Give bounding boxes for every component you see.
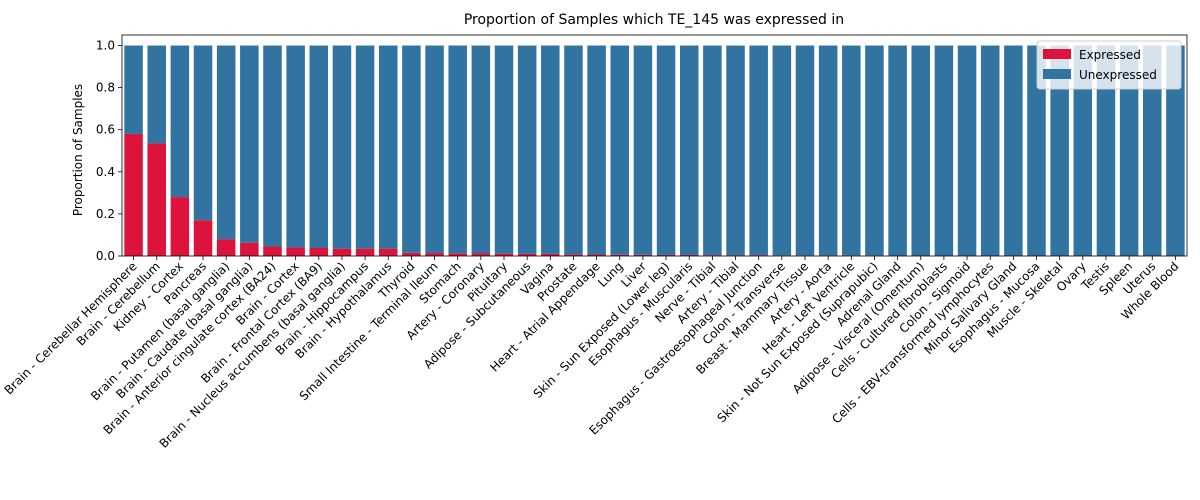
- bar-expressed-12: [402, 252, 421, 256]
- bar-unexpressed-20: [587, 45, 606, 255]
- bar-expressed-17: [517, 253, 537, 256]
- plot-area: [121, 34, 1188, 257]
- bar-unexpressed-28: [772, 45, 792, 256]
- y-axis: 0.0 0.2 0.4 0.6 0.8 1.0: [96, 39, 122, 263]
- bar-unexpressed-35: [934, 45, 954, 256]
- bar-unexpressed-26: [726, 45, 745, 256]
- bar-expressed-2: [170, 197, 190, 256]
- bar-unexpressed-2: [170, 45, 190, 198]
- bar-unexpressed-16: [494, 45, 514, 254]
- bar-expressed-27: [749, 255, 768, 256]
- bar-unexpressed-44: [1143, 45, 1162, 256]
- bar-unexpressed-45: [1166, 45, 1185, 256]
- bar-expressed-18: [541, 253, 560, 256]
- bar-unexpressed-43: [1119, 45, 1139, 256]
- bar-unexpressed-34: [911, 45, 931, 256]
- y-axis-label: Proportion of Samples: [71, 84, 85, 216]
- bar-unexpressed-19: [564, 45, 583, 255]
- bar-unexpressed-18: [541, 45, 560, 254]
- bar-expressed-1: [147, 143, 166, 256]
- legend-label-expressed: Expressed: [1079, 48, 1141, 62]
- bar-expressed-9: [332, 248, 352, 256]
- bar-unexpressed-25: [703, 45, 722, 256]
- bar-expressed-5: [240, 242, 259, 256]
- bar-expressed-20: [587, 254, 606, 256]
- bar-unexpressed-24: [679, 45, 699, 255]
- bar-unexpressed-36: [957, 45, 977, 256]
- bar-expressed-15: [471, 253, 491, 256]
- bar-unexpressed-30: [818, 45, 838, 256]
- bar-expressed-14: [448, 253, 467, 256]
- bar-expressed-6: [263, 246, 282, 256]
- bar-unexpressed-8: [309, 45, 329, 248]
- bar-expressed-22: [633, 254, 653, 256]
- bar-unexpressed-10: [355, 45, 375, 249]
- bar-unexpressed-27: [749, 45, 768, 256]
- bar-unexpressed-5: [240, 45, 259, 243]
- bar-unexpressed-33: [888, 45, 907, 256]
- bar-expressed-24: [679, 254, 699, 256]
- bar-expressed-21: [610, 254, 630, 256]
- y-tick-label-0: 0.0: [96, 249, 115, 263]
- bar-unexpressed-23: [656, 45, 676, 255]
- legend-label-unexpressed: Unexpressed: [1079, 68, 1157, 82]
- bar-unexpressed-22: [633, 45, 653, 255]
- legend: Expressed Unexpressed: [1036, 40, 1182, 90]
- bar-unexpressed-31: [842, 45, 861, 256]
- bar-expressed-4: [216, 239, 236, 256]
- bar-unexpressed-11: [378, 45, 398, 249]
- bar-expressed-3: [193, 220, 213, 256]
- bar-unexpressed-12: [402, 45, 421, 253]
- bar-unexpressed-15: [471, 45, 491, 254]
- bar-unexpressed-0: [124, 45, 143, 134]
- bar-unexpressed-9: [332, 45, 352, 249]
- y-tick-label-5: 1.0: [96, 39, 115, 53]
- bar-unexpressed-39: [1027, 45, 1046, 256]
- plot-frame: [121, 34, 1188, 257]
- bar-unexpressed-13: [425, 45, 444, 254]
- bar-expressed-13: [425, 253, 444, 256]
- bar-unexpressed-3: [193, 45, 213, 221]
- bar-unexpressed-38: [1004, 45, 1023, 256]
- bar-expressed-11: [378, 248, 398, 256]
- bar-unexpressed-37: [980, 45, 1000, 256]
- bar-unexpressed-7: [286, 45, 305, 248]
- bar-unexpressed-17: [517, 45, 537, 254]
- bar-unexpressed-14: [448, 45, 467, 254]
- bar-unexpressed-29: [795, 45, 815, 256]
- bar-unexpressed-41: [1073, 45, 1093, 256]
- chart-title: Proportion of Samples which TE_145 was e…: [464, 12, 844, 28]
- y-tick-label-4: 0.8: [96, 81, 115, 95]
- y-tick-label-1: 0.2: [96, 207, 115, 221]
- x-tick-label-21: Lung: [595, 259, 626, 290]
- bar-expressed-26: [726, 255, 745, 256]
- bar-expressed-0: [124, 133, 143, 256]
- y-tick-label-2: 0.4: [96, 165, 115, 179]
- bar-unexpressed-1: [147, 45, 166, 144]
- bar-unexpressed-40: [1050, 45, 1069, 256]
- bar-expressed-8: [309, 248, 329, 256]
- legend-box: [1036, 40, 1182, 90]
- legend-swatch-unexpressed: [1043, 69, 1071, 79]
- bar-unexpressed-32: [865, 45, 884, 256]
- bar-unexpressed-6: [263, 45, 282, 247]
- legend-swatch-expressed: [1043, 49, 1071, 59]
- bar-expressed-25: [703, 255, 722, 256]
- bar-expressed-16: [494, 253, 514, 256]
- y-tick-label-3: 0.6: [96, 123, 115, 137]
- bar-unexpressed-21: [610, 45, 630, 255]
- bar-expressed-23: [656, 254, 676, 256]
- bar-unexpressed-4: [216, 45, 236, 240]
- bar-expressed-10: [355, 248, 375, 256]
- bar-expressed-7: [286, 247, 305, 256]
- bar-expressed-19: [564, 254, 583, 256]
- bar-unexpressed-42: [1096, 45, 1116, 256]
